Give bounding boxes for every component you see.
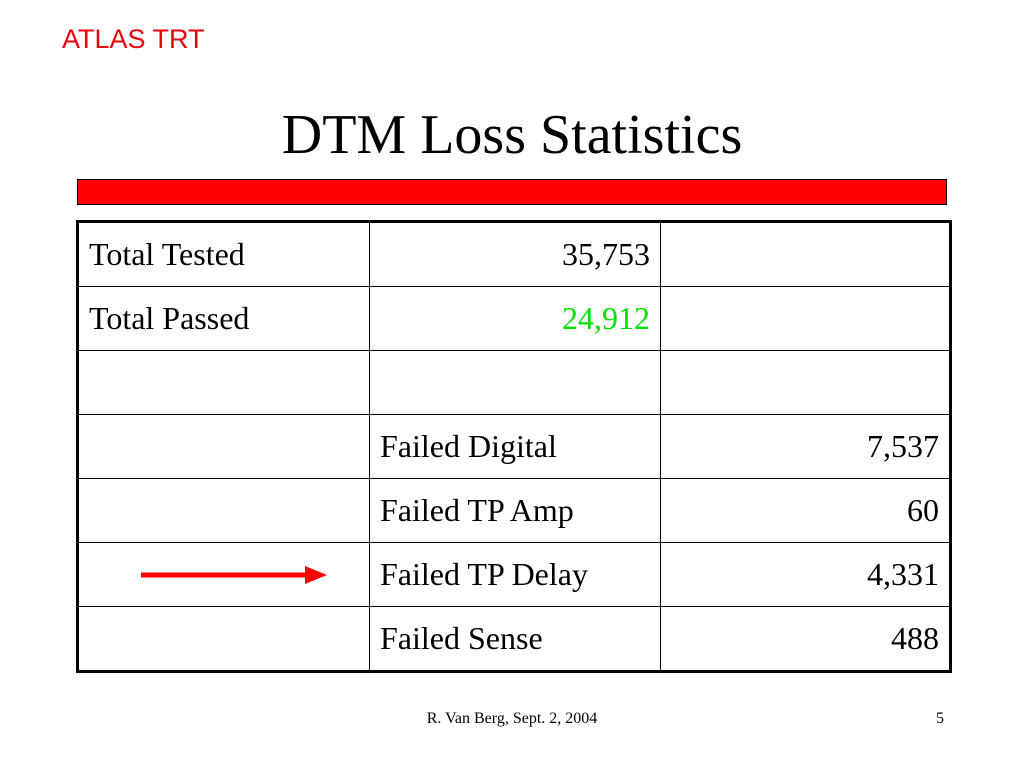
- row-sub-label: [660, 286, 952, 351]
- row-label: Total Tested: [76, 220, 370, 287]
- row-sub-label: Failed Digital: [369, 414, 661, 479]
- row-label: Total Passed: [76, 286, 370, 351]
- row-label: [76, 414, 370, 479]
- right-arrow-icon: [141, 566, 327, 584]
- row-label: [76, 478, 370, 543]
- table-row: Failed Sense 488: [76, 606, 952, 673]
- statistics-table: Total Tested 35,753 Total Passed 24,912 …: [76, 220, 952, 673]
- row-value: [369, 350, 661, 415]
- table-row: Total Passed 24,912: [76, 286, 952, 351]
- row-sub-label: Failed Sense: [369, 606, 661, 673]
- page-number: 5: [936, 710, 944, 727]
- row-sub-label: Failed TP Delay: [369, 542, 661, 607]
- slide-title: DTM Loss Statistics: [281, 104, 743, 166]
- arrow-cell: [76, 542, 370, 607]
- row-sub-value: 7,537: [660, 414, 952, 479]
- row-sub-value: 60: [660, 478, 952, 543]
- row-value-passed: 24,912: [369, 286, 661, 351]
- row-label: [76, 350, 370, 415]
- table-row: Failed TP Delay 4,331: [76, 542, 952, 607]
- title-bar: [77, 179, 947, 205]
- table-row: Total Tested 35,753: [76, 220, 952, 287]
- row-sub-value: 488: [660, 606, 952, 673]
- row-sub-label: Failed TP Amp: [369, 478, 661, 543]
- row-label: [76, 606, 370, 673]
- row-sub-label: [660, 350, 952, 415]
- table-row: Failed TP Amp 60: [76, 478, 952, 543]
- row-sub-value: 4,331: [660, 542, 952, 607]
- footer-text: R. Van Berg, Sept. 2, 2004: [426, 710, 598, 727]
- row-value: 35,753: [369, 220, 661, 287]
- table-row: Failed Digital 7,537: [76, 414, 952, 479]
- header-tag: ATLAS TRT: [62, 24, 205, 54]
- row-sub-label: [660, 220, 952, 287]
- table-row: [76, 350, 952, 415]
